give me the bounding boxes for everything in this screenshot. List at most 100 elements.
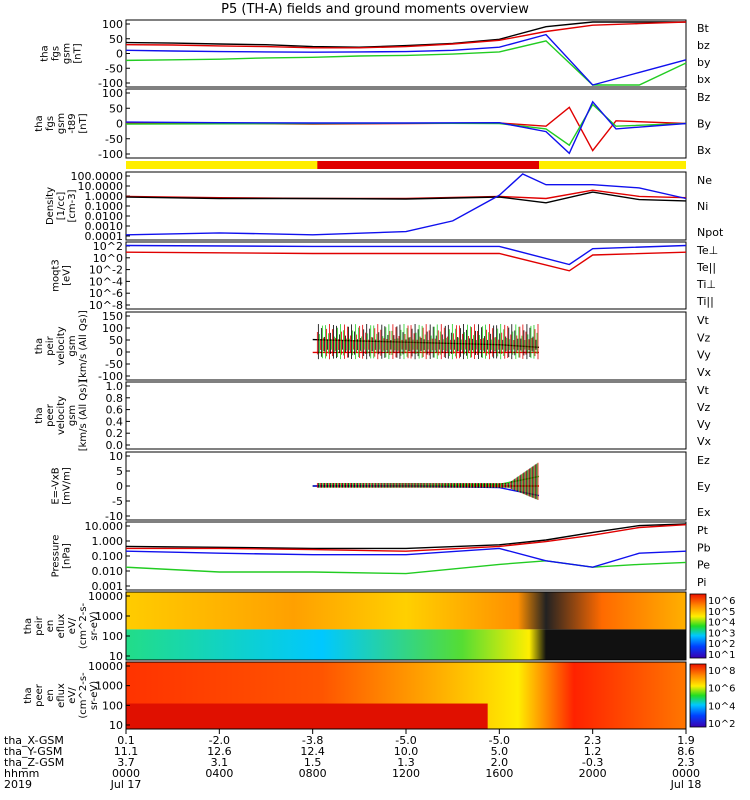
x-tick-label: 2.0 (491, 756, 509, 769)
y-tick-label: 10000 (88, 660, 123, 673)
y-tick-label: 0.001 (92, 580, 124, 593)
y-tick-label: 50 (109, 33, 123, 46)
y-tick-label: 50 (109, 334, 123, 347)
x-tick-label: 3.1 (211, 756, 229, 769)
x-tick-label: 10.0 (394, 745, 419, 758)
y-tick-label: 0.010 (92, 565, 124, 578)
panel-frame (125, 241, 687, 310)
x-tick-label: 5.0 (491, 745, 509, 758)
y-tick-label: 100 (102, 87, 123, 100)
colorbar (689, 593, 707, 659)
x-tick-label: 1.2 (584, 745, 602, 758)
y-axis-label-line: sr-eV) (89, 611, 100, 640)
y-tick-label: 0.0001 (85, 230, 124, 243)
series-line-bx (125, 33, 687, 86)
colorbar-tick-label: 10^6 (708, 684, 735, 695)
panel-fgs_gsm_t89: 100 50 0 -50 -100 tha fgs gsm -t89 [nT] Bz By Bx (34, 87, 712, 161)
y-tick-label: 1.000 (92, 535, 124, 548)
y-axis-label-line: sr-eV) (89, 681, 100, 710)
colorbar-tick-label: 10^1 (708, 650, 735, 661)
panel-frame (125, 19, 687, 88)
y-axis-label-line: en (45, 620, 56, 633)
y-tick-label: 50 (109, 102, 123, 115)
panel-fgs_gsm: 100 50 0-50 -100 tha fgs gsm [nT] Bt bz by bx (40, 18, 711, 90)
legend-entry: Pt (697, 524, 709, 537)
legend-entry: Bt (697, 22, 710, 35)
y-axis-label-line: [mV/m] (62, 467, 73, 505)
y-tick-label: 0.4 (106, 415, 124, 428)
x-tick-label: 2.3 (677, 756, 695, 769)
series-line-Ne (125, 189, 687, 200)
x-axis-row-label: tha_Z-GSM (4, 756, 64, 769)
y-axis-label: Density [1/cc] [cm-3] (45, 187, 78, 225)
panel-density: 100.000010.00001.00000.10000.01000.00100… (45, 170, 724, 243)
series-line-Ti⊥ (125, 244, 687, 266)
legend-entry: Te|| (696, 261, 716, 274)
legend-entry: Ti⊥ (696, 278, 716, 291)
y-tick-label: 150 (102, 310, 123, 323)
y-tick-label: 10.0000 (78, 180, 124, 193)
panel-frame (125, 591, 687, 661)
y-axis-label-line: eV/ (67, 617, 78, 634)
x-tick-label: 0400 (205, 767, 233, 780)
y-axis-label-line: [eV] (62, 265, 73, 286)
y-axis-label-line: [nPa] (62, 543, 73, 569)
x-tick-label: 2.3 (584, 734, 602, 747)
y-tick-label: -100 (98, 148, 123, 161)
panel-frame (125, 171, 687, 241)
legend-entry: Ne (697, 174, 712, 187)
x-tick-label: 11.1 (114, 745, 139, 758)
series-line-Te⊥ (125, 251, 687, 272)
y-tick-label: 1.0 (106, 380, 124, 393)
colorbar-tick-label: 10^6 (708, 596, 735, 607)
legend-entry: Pe (697, 559, 710, 572)
x-tick-label: 12.4 (300, 745, 325, 758)
y-axis-label-line: peir (45, 335, 56, 355)
legend-entry: Vy (697, 349, 711, 362)
legend-entry: by (697, 56, 711, 69)
x-axis-row-label: tha_Y-GSM (4, 745, 62, 758)
y-tick-label: -50 (105, 358, 123, 371)
y-tick-label: 10.000 (85, 520, 124, 533)
panel-peir_en_eflux: 10^610^510^410^310^210^1 10000 1000 100 10 th… (23, 590, 735, 663)
legend-entry: Pb (697, 541, 711, 554)
x-tick-label: Jul 18 (670, 778, 702, 791)
legend-entry: Vy (697, 418, 711, 431)
y-tick-label: -50 (105, 133, 123, 146)
y-tick-label: 100.0000 (71, 170, 124, 183)
y-axis-label-line: [km/s (All Qs)] (78, 380, 89, 452)
y-axis-label-line: gsm (67, 405, 78, 426)
y-axis-label-line: peer (34, 683, 45, 707)
colorbar-tick-label: 10^5 (708, 607, 735, 618)
legend-entry: Ez (697, 454, 710, 467)
y-tick-label: 1000 (95, 680, 123, 693)
y-axis-label-line: tha (23, 687, 34, 703)
x-tick-label: -5.0 (395, 734, 416, 747)
y-tick-label: -100 (98, 370, 123, 383)
x-tick-label: 0000 (112, 767, 140, 780)
legend-entry: By (697, 118, 712, 131)
series-line-Bt (125, 21, 686, 48)
y-axis-label-line: Pressure (51, 535, 62, 578)
colorbar-tick-label: 10^2 (708, 719, 735, 730)
y-tick-label: 0.100 (92, 550, 124, 563)
y-axis-label-line: moqt3 (51, 259, 62, 292)
y-axis-label-line: velocity (56, 326, 67, 365)
legend-entry: Vt (697, 384, 710, 397)
x-tick-label: 3.7 (117, 756, 135, 769)
y-axis-label-line: tha (34, 115, 45, 131)
series-line-Bx (125, 100, 687, 155)
panel-frame (125, 381, 687, 450)
y-axis-label-line: eflux (56, 683, 67, 708)
y-axis-label-line: -t89 (67, 113, 78, 133)
y-axis-label-line: fgs (51, 46, 62, 61)
legend-entry: Vx (697, 366, 712, 379)
y-tick-label: 10^-4 (89, 275, 123, 288)
y-tick-label: 0.0010 (85, 220, 124, 233)
panel-peer_velocity: 1.00.80.60.40.20.0 tha peer velocity gsm [km/… (34, 380, 712, 452)
legend-entry: Ni (697, 200, 708, 213)
legend-entry: Vz (697, 331, 711, 344)
y-axis-label: tha peer en eflux eV/(cm^2-s-sr-eV) (23, 672, 100, 719)
